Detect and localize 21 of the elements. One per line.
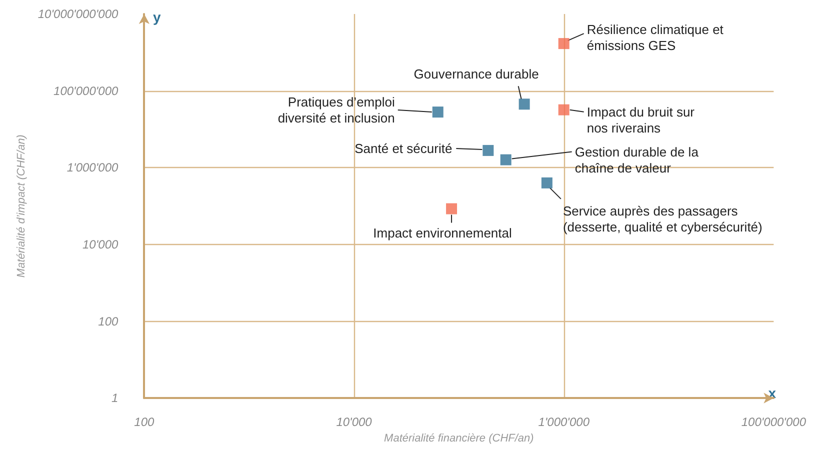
x-tick-label: 100'000'000 — [741, 415, 806, 430]
y-axis-title: Matérialité d’impact (CHF/an) — [16, 134, 28, 278]
annotation: Santé et sécurité — [354, 140, 452, 156]
x-tick-label: 100 — [134, 415, 155, 430]
y-tick-label: 1 — [112, 391, 118, 406]
annotation: Résilience climatique et émissions GES — [586, 22, 724, 54]
annotation: Service auprès des passagers (desserte, qualité et cybersécurité) — [562, 203, 762, 234]
annotation: Impact environnemental — [373, 225, 512, 240]
x-axis-title: Matérialité financière (CHF/an) — [384, 432, 534, 444]
x-tick-label: 10'000 — [336, 415, 372, 430]
annotation: y — [153, 9, 161, 25]
annotation: Impact du bruit sur nos riverains — [586, 104, 696, 136]
annotation: Gouvernance durable — [414, 66, 539, 82]
y-tick-label: 100'000'000 — [54, 84, 118, 98]
y-tick-label: 100 — [98, 314, 118, 328]
annotation: Gestion durable de la chaîne de valeur — [574, 144, 700, 176]
annotation: Pratiques d’emploi diversité et inclusion — [278, 94, 395, 126]
y-tick-label: 10'000 — [82, 237, 118, 252]
y-tick-label: 10'000'000'000 — [38, 7, 118, 21]
y-tick-label: 1'000'000 — [66, 160, 118, 175]
x-tick-label: 1'000'000 — [538, 415, 590, 430]
